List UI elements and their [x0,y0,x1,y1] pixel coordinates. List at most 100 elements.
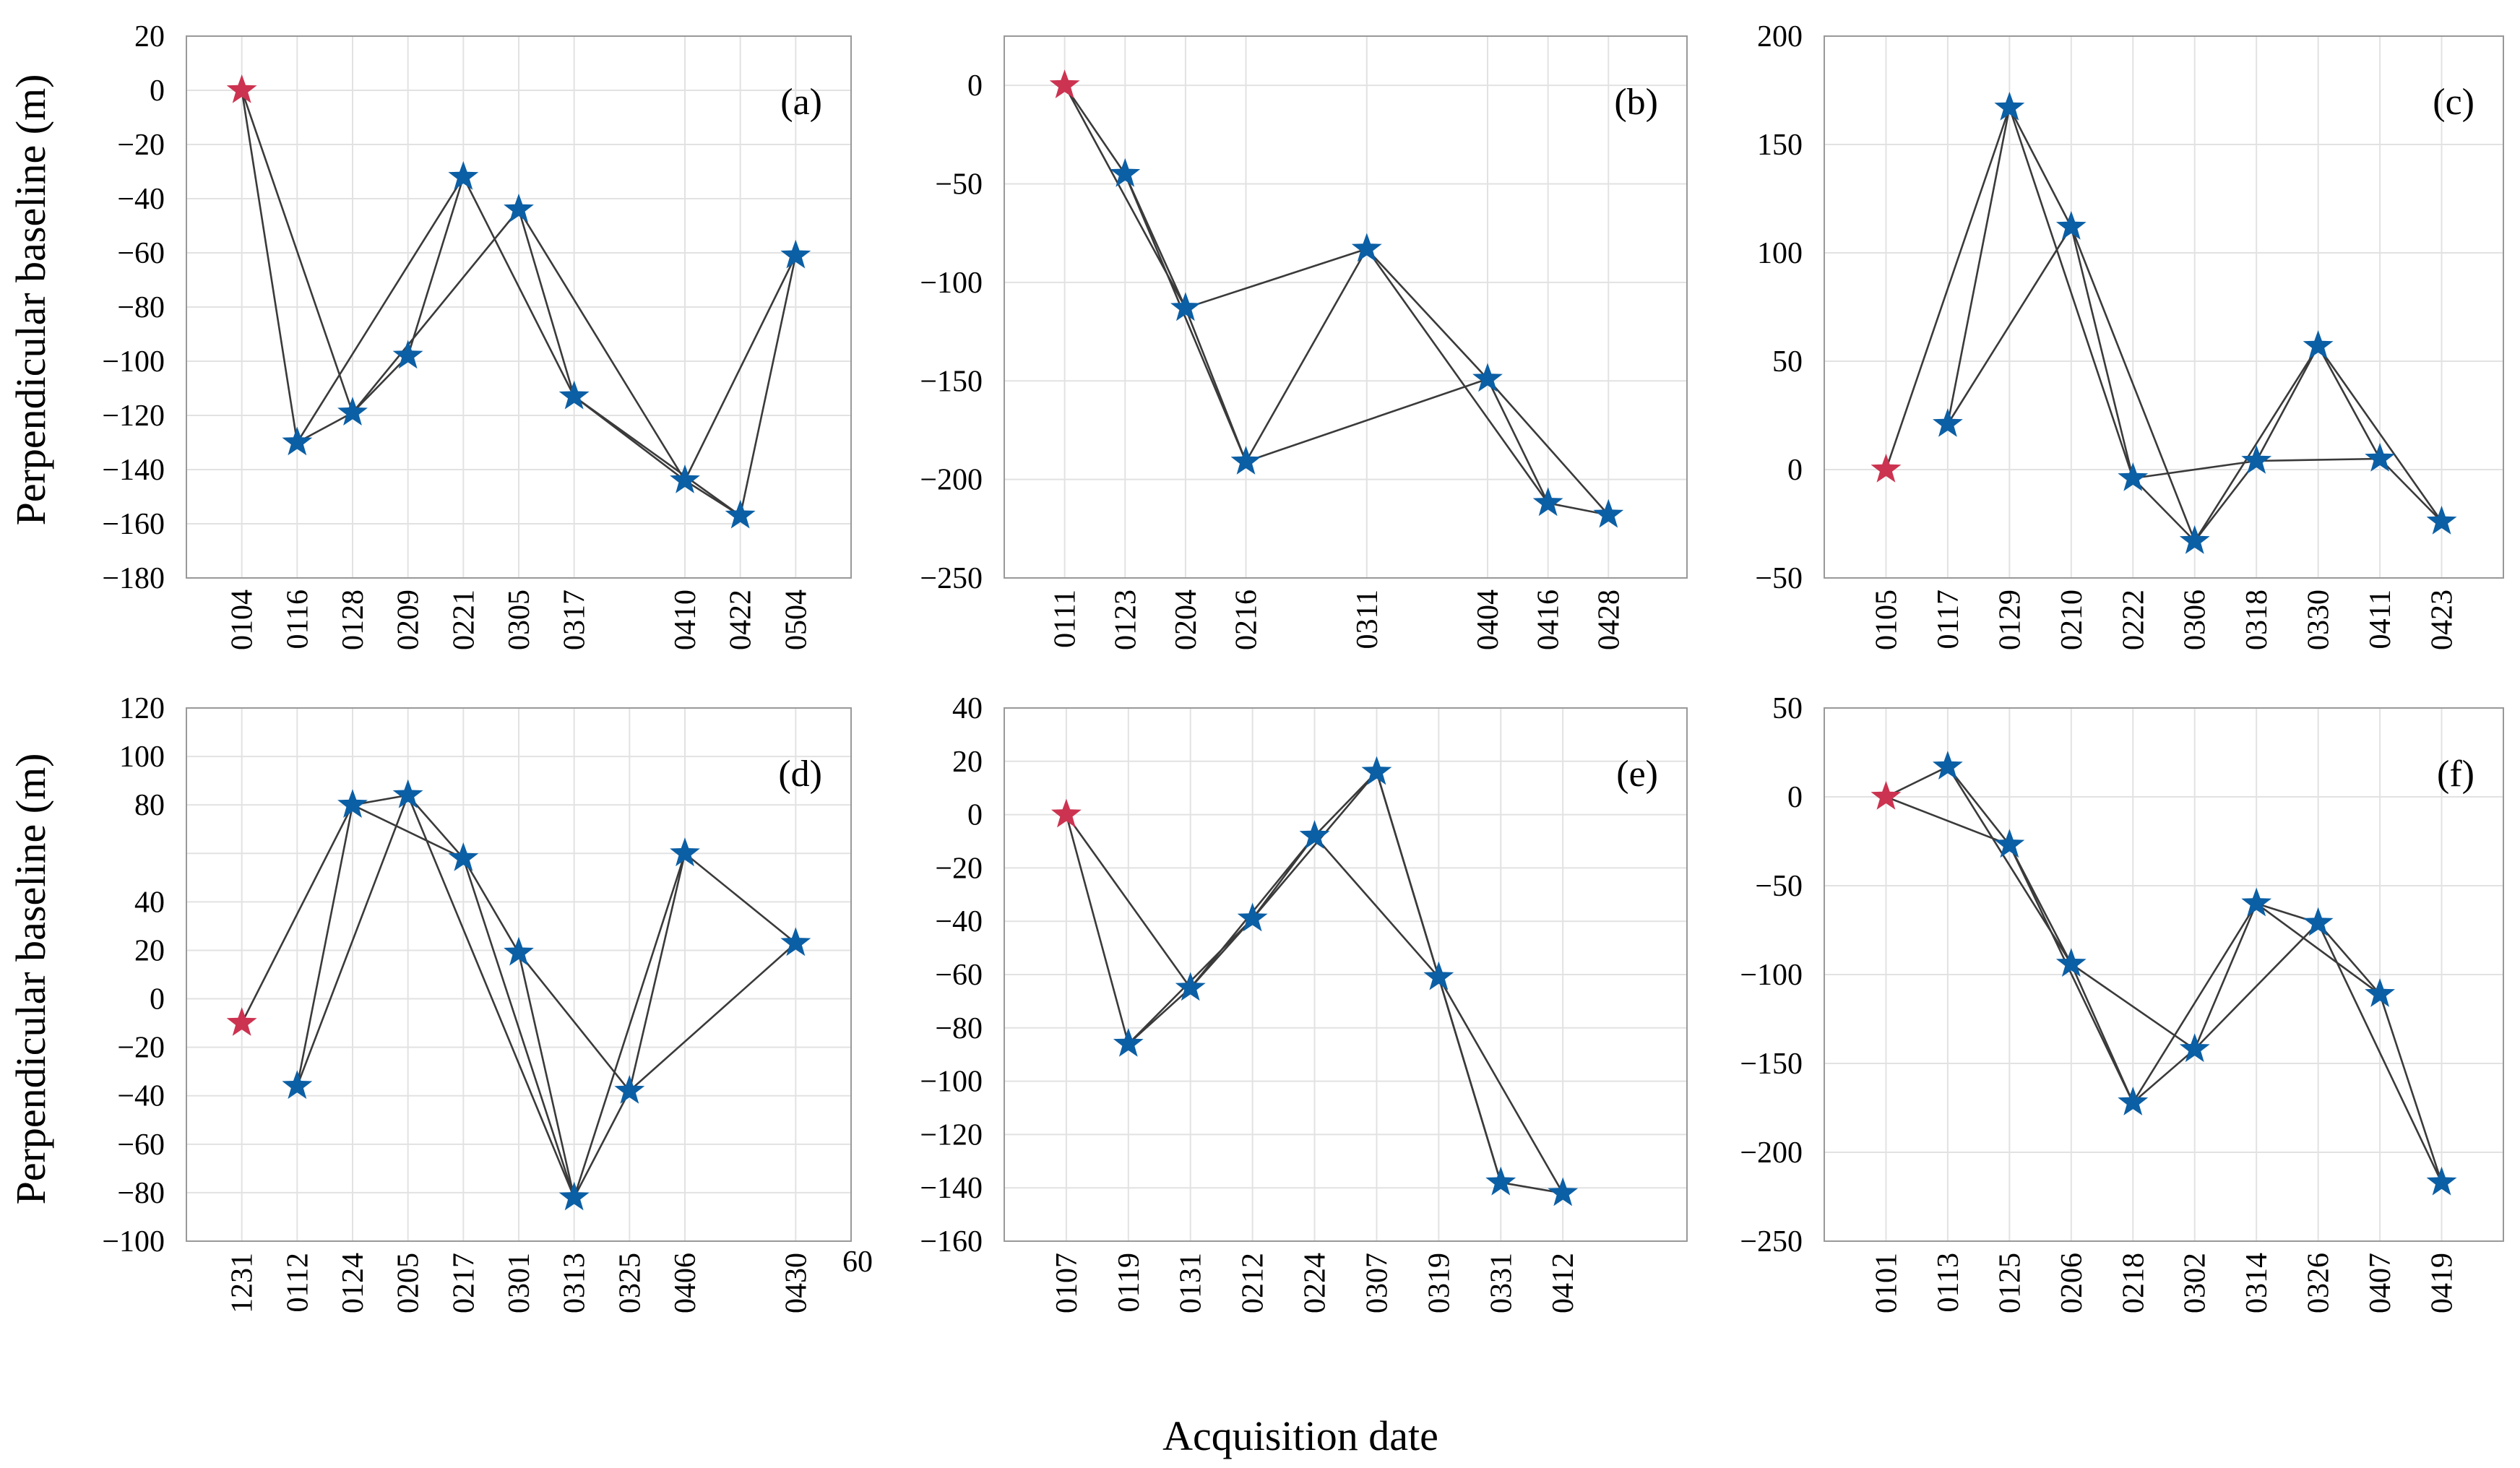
slave-image-star [614,1075,645,1104]
slave-image-star [392,779,423,808]
baseline-pair-line [462,858,520,954]
x-tick-label: 0221 [447,590,480,650]
x-tick-label: 0101 [1870,1253,1904,1313]
slave-image-star [504,936,534,966]
baseline-pair-line [1946,107,2011,425]
slave-image-star [282,426,313,456]
master-image-star [226,74,257,103]
x-tick-label: 0210 [2055,590,2089,650]
x-tick-label: 0314 [2240,1253,2274,1313]
slave-image-star [2426,506,2457,535]
slave-image-star [1175,972,1206,1001]
baseline-pair-line [629,852,686,1092]
y-tick-label: −100 [102,1225,165,1258]
x-tick-label: 0406 [669,1253,702,1313]
slave-image-star [1532,487,1563,517]
y-tick-label: −200 [1740,1136,1803,1170]
y-tick-label: 40 [952,692,983,725]
panel-label: (f) [2437,754,2474,795]
baseline-pair-line [1946,766,2011,846]
y-axis-title-bottom: Perpendicular baseline (m) [7,754,54,1205]
y-tick-label: −100 [1740,959,1803,992]
slave-image-star [1548,1177,1579,1206]
x-tick-label: 0411 [2364,590,2397,649]
slave-image-star [1299,820,1330,849]
panel-label: (d) [778,754,822,795]
x-tick-label: 0111 [1049,590,1082,648]
x-tick-label: 0107 [1050,1253,1084,1313]
x-tick-label: 0131 [1175,1253,1208,1313]
y-tick-label: −60 [117,1128,165,1162]
plot-frame [1824,707,2504,1242]
baseline-pair-line [629,942,797,1092]
baseline-pair-line [1313,771,1378,837]
slave-image-star [780,239,811,269]
x-tick-label: 0307 [1361,1253,1394,1313]
slave-image-star [2179,525,2210,554]
y-tick-label: −250 [1740,1225,1803,1258]
y-tick-label: −80 [117,1177,165,1210]
x-tick-label: 0302 [2179,1253,2212,1313]
baseline-pair-line [1365,248,1488,380]
slave-image-star [725,499,756,529]
baseline-pair-line [1438,977,1502,1183]
baseline-pair-line [2317,922,2381,995]
baseline-pair-line [1184,307,1247,462]
baseline-pair-line [296,795,409,1087]
slave-image-star [2055,948,2087,977]
baseline-pair-line [2193,903,2258,1050]
x-tick-label: 0218 [2117,1253,2150,1313]
y-tick-label: −140 [102,454,165,487]
y-tick-label: 150 [1757,129,1803,162]
slave-image-star [337,789,368,818]
plot-frame [1824,35,2504,579]
x-tick-label: 0217 [447,1253,480,1313]
panel-label: (a) [780,82,822,123]
slave-image-star [2303,330,2334,359]
slave-image-star [780,927,811,957]
y-tick-label: −140 [920,1172,983,1205]
y-tick-label: −100 [102,345,165,379]
y-tick-label: −60 [935,959,983,992]
baseline-pair-line [2317,345,2381,459]
y-tick-label: 50 [1772,345,1803,379]
plot-frame [186,707,852,1242]
y-tick-label: −120 [102,400,165,433]
x-tick-label: 0331 [1485,1253,1518,1313]
x-tick-label: 0313 [558,1253,592,1313]
y-tick-label: −100 [920,267,983,300]
slave-image-star [1472,363,1503,392]
y-tick-label: 100 [119,741,165,774]
y-tick-label: −150 [920,365,983,398]
y-tick-label: −40 [117,1080,165,1113]
baseline-pair-line [2256,902,2381,996]
slave-image-star [2365,978,2395,1007]
y-tick-label: −60 [117,237,165,270]
baseline-pair-line [1251,771,1378,920]
y-tick-label: −250 [920,562,983,595]
y-tick-label: 20 [134,934,165,967]
slave-image-star [282,1070,313,1100]
baseline-pair-line [407,794,465,859]
baseline-pair-line [2193,345,2319,542]
x-tick-label: 0209 [392,590,426,650]
master-image-star [1870,781,1902,810]
panel-label: (c) [2433,82,2474,123]
slave-image-star [558,1181,590,1211]
baseline-pair-line [407,795,575,1199]
x-tick-label: 0319 [1423,1253,1456,1313]
y-tick-label: −200 [920,464,983,497]
baseline-pair-line [573,1090,631,1199]
x-tick-label: 1231 [226,1253,259,1313]
baseline-pair-line [517,951,631,1092]
x-tick-label: 0318 [2240,590,2274,650]
baseline-pair-line [296,176,465,444]
baseline-pair-line [684,852,797,944]
slave-image-star [670,837,700,867]
slave-image-star [1933,408,1963,437]
x-tick-label: 0113 [1932,1253,1965,1312]
baseline-pair-line [241,90,354,413]
baseline-pair-line [2008,844,2134,1103]
master-image-star [1870,454,1902,483]
x-tick-label: 0306 [2179,590,2212,650]
